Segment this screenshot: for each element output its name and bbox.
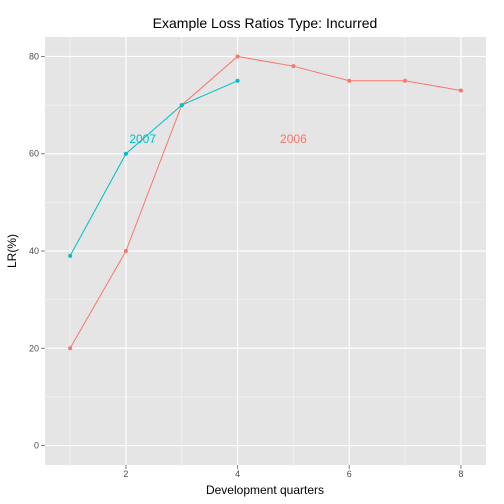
series-line-2007	[69, 80, 238, 257]
data-point-2006	[403, 78, 408, 83]
series-line-2006	[69, 55, 461, 349]
y-axis: 0 20 40 60 80	[29, 51, 45, 451]
data-point-2006	[291, 64, 296, 69]
data-point-2007	[123, 151, 128, 156]
data-point-2007	[68, 253, 73, 258]
data-point-2006	[68, 346, 73, 351]
data-point-2007	[235, 78, 240, 83]
x-tick-label: 2	[123, 469, 128, 479]
y-axis-title: LR(%)	[5, 234, 19, 268]
x-tick-label: 6	[347, 469, 352, 479]
series-layer: 2006 2007	[68, 54, 463, 351]
x-tick-label: 8	[458, 469, 463, 479]
x-axis: 2 4 6 8	[123, 465, 463, 479]
data-point-2006	[347, 78, 352, 83]
series-label-2006: 2006	[280, 132, 307, 146]
y-tick-label: 80	[29, 51, 39, 61]
x-tick-label: 4	[235, 469, 240, 479]
data-point-2006	[123, 249, 128, 253]
x-axis-title: Development quarters	[206, 483, 324, 497]
y-tick-label: 40	[29, 246, 39, 256]
data-point-2007	[179, 103, 184, 108]
chart-title: Example Loss Ratios Type: Incurred	[153, 15, 378, 31]
data-point-2006	[235, 54, 240, 59]
y-tick-label: 0	[34, 441, 39, 451]
y-tick-label: 60	[29, 149, 39, 159]
series-label-2007: 2007	[129, 132, 156, 146]
y-tick-label: 20	[29, 343, 39, 353]
data-point-2006	[458, 88, 463, 93]
